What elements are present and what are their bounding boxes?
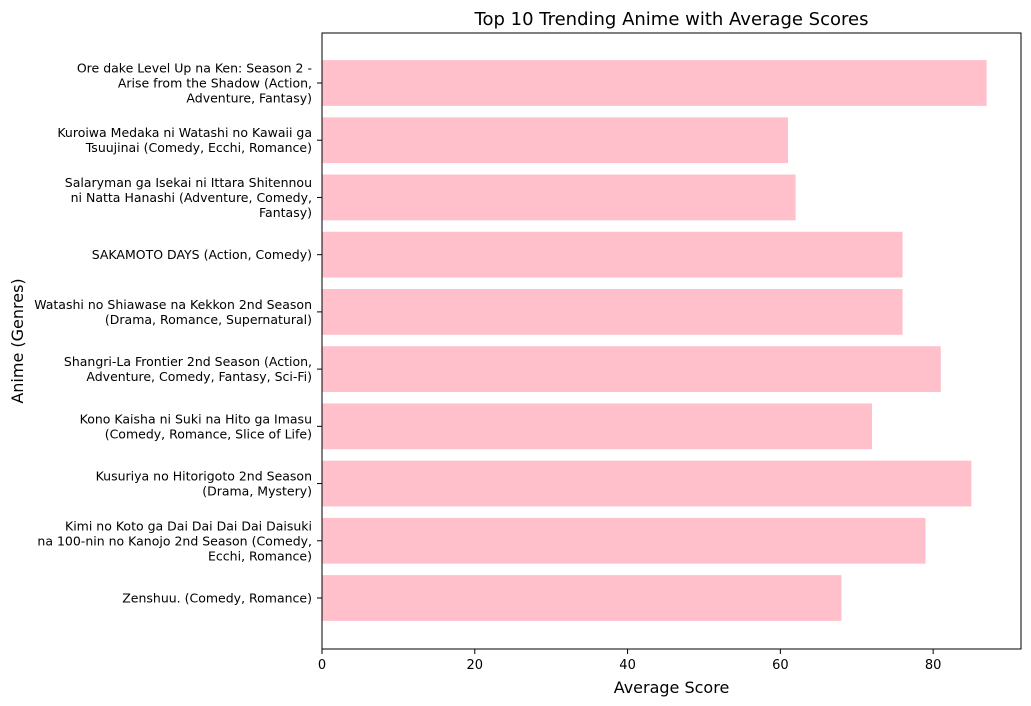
bar (322, 60, 987, 106)
x-tick-label: 80 (925, 658, 942, 673)
bar (322, 460, 972, 507)
x-tick-label: 20 (467, 658, 484, 673)
x-axis-label: Average Score (614, 678, 730, 697)
bars-group (322, 60, 987, 621)
y-axis-ticks: Ore dake Level Up na Ken: Season 2 -Aris… (34, 61, 322, 606)
y-tick-label: SAKAMOTO DAYS (Action, Comedy) (92, 247, 312, 262)
bar (322, 346, 941, 392)
bar (322, 289, 903, 335)
bar (322, 517, 926, 564)
bar (322, 117, 788, 164)
bar (322, 174, 796, 221)
bar (322, 231, 903, 278)
y-tick-label: Shangri-La Frontier 2nd Season (Action, A… (64, 354, 312, 384)
y-tick-label: Ore dake Level Up na Ken: Season 2 -Aris… (77, 61, 312, 106)
y-tick-label: Kusuriya no Hitorigoto 2nd Season (Drama,… (96, 469, 312, 499)
y-tick-label: Watashi no Shiawase na Kekkon 2nd Season… (34, 297, 312, 327)
y-tick-label: Zenshuu. (Comedy, Romance) (122, 591, 312, 606)
x-tick-label: 60 (772, 658, 789, 673)
x-axis-ticks: 0 20 40 60 80 (318, 649, 942, 673)
y-tick-label: Kuroiwa Medaka ni Watashi no Kawaii ga Ts… (57, 125, 312, 155)
x-tick-label: 0 (318, 658, 326, 673)
chart-title: Top 10 Trending Anime with Average Score… (474, 9, 869, 30)
y-axis-label: Anime (Genres) (8, 278, 27, 403)
y-tick-label: Kono Kaisha ni Suki na Hito ga Imasu (Com… (80, 411, 312, 441)
bar (322, 575, 842, 621)
y-tick-label: Salaryman ga Isekai ni Ittara Shitennou n… (65, 175, 312, 220)
y-tick-label: Kimi no Koto ga Dai Dai Dai Dai Daisuki n… (37, 518, 312, 563)
bar (322, 403, 873, 450)
x-tick-label: 40 (619, 658, 636, 673)
plot-frame (321, 32, 1022, 650)
